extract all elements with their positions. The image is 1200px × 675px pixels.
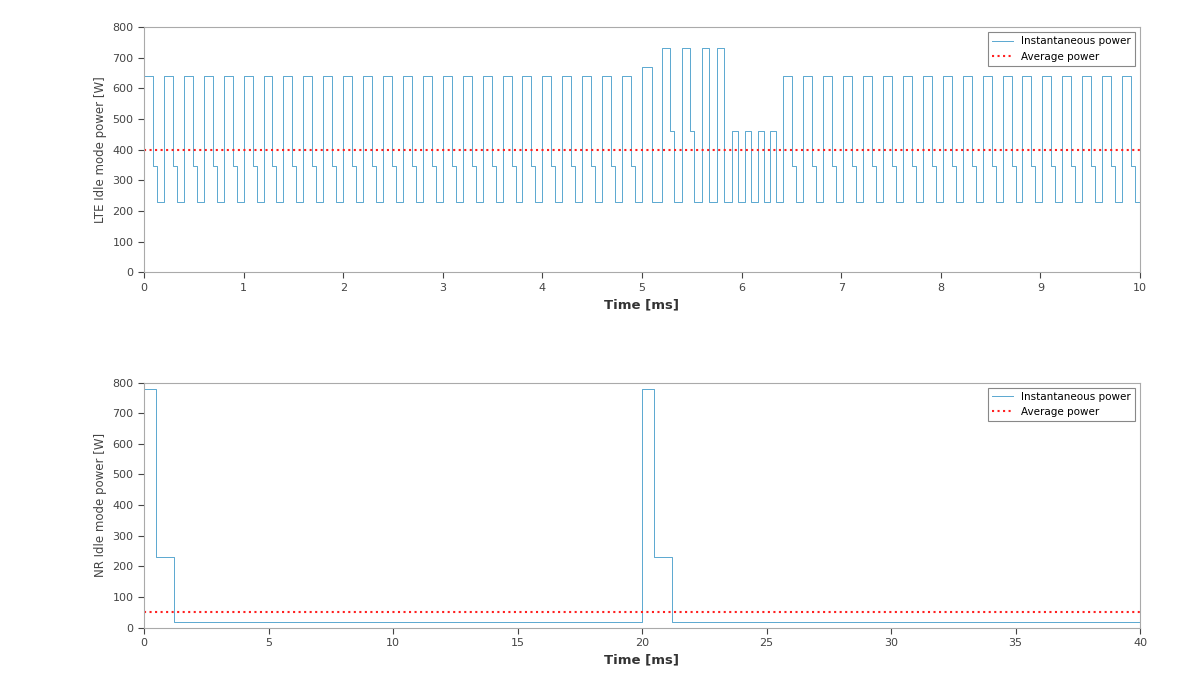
Instantaneous power bbox=[984, 72, 998, 80]
Instantaneous power bbox=[149, 385, 163, 393]
Instantaneous power bbox=[1044, 163, 1058, 171]
Instantaneous power bbox=[167, 554, 181, 562]
Y-axis label: NR Idle mode power [W]: NR Idle mode power [W] bbox=[94, 433, 107, 577]
Instantaneous power bbox=[137, 618, 151, 626]
Instantaneous power bbox=[665, 618, 679, 626]
Instantaneous power bbox=[149, 554, 163, 562]
Instantaneous power bbox=[137, 385, 151, 393]
Average power bbox=[162, 608, 176, 616]
Instantaneous power bbox=[655, 45, 670, 53]
Instantaneous power bbox=[737, 198, 751, 206]
Instantaneous power bbox=[647, 385, 661, 393]
Instantaneous power bbox=[1133, 618, 1147, 626]
Instantaneous power bbox=[750, 127, 764, 135]
Instantaneous power bbox=[137, 198, 151, 206]
Average power bbox=[137, 608, 151, 616]
Average power bbox=[236, 146, 251, 154]
Instantaneous power bbox=[1133, 385, 1147, 393]
Average power bbox=[137, 146, 151, 154]
X-axis label: Time [ms]: Time [ms] bbox=[605, 653, 679, 667]
Instantaneous power bbox=[1133, 198, 1147, 206]
Instantaneous power bbox=[731, 198, 745, 206]
Legend: Instantaneous power, Average power: Instantaneous power, Average power bbox=[988, 32, 1135, 65]
Legend: Instantaneous power, Average power: Instantaneous power, Average power bbox=[988, 387, 1135, 421]
Instantaneous power bbox=[137, 198, 151, 206]
Line: Instantaneous power: Instantaneous power bbox=[144, 389, 1140, 622]
Line: Instantaneous power: Instantaneous power bbox=[144, 49, 1140, 202]
Instantaneous power bbox=[630, 618, 644, 626]
Instantaneous power bbox=[635, 618, 649, 626]
Instantaneous power bbox=[167, 618, 181, 626]
Instantaneous power bbox=[647, 554, 661, 562]
Instantaneous power bbox=[1128, 618, 1142, 626]
Instantaneous power bbox=[1133, 385, 1147, 393]
Instantaneous power bbox=[665, 554, 679, 562]
Y-axis label: LTE Idle mode power [W]: LTE Idle mode power [W] bbox=[94, 76, 107, 223]
Instantaneous power bbox=[635, 385, 649, 393]
X-axis label: Time [ms]: Time [ms] bbox=[605, 298, 679, 311]
